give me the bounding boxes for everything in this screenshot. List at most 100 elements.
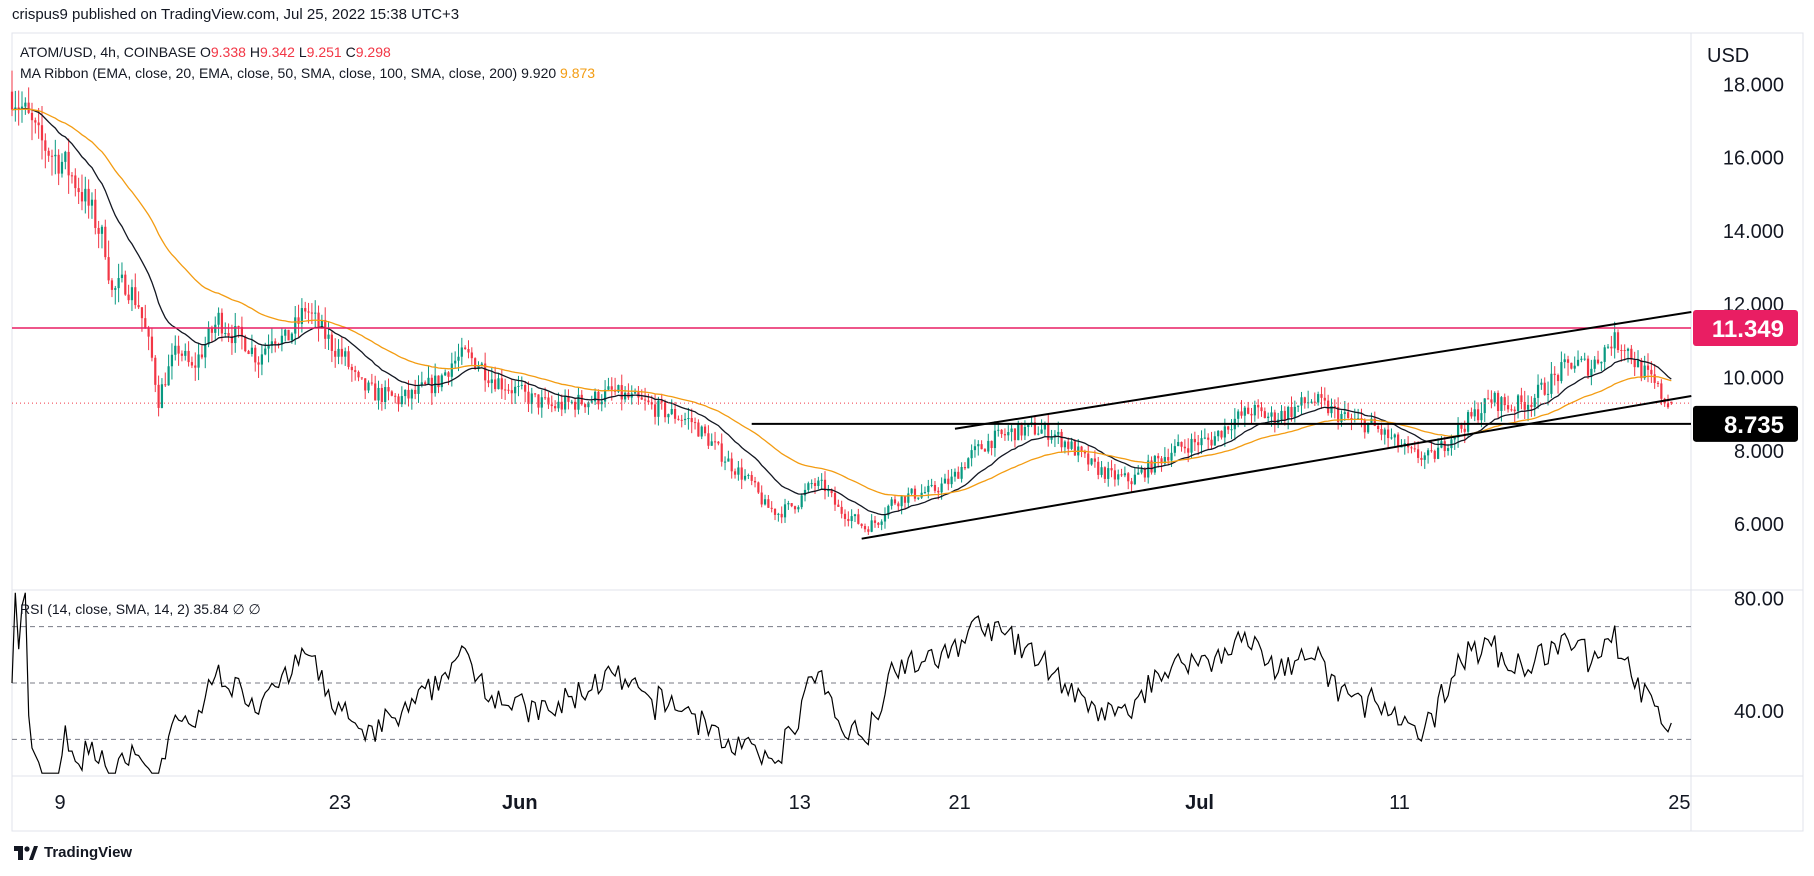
candle-body [437,375,440,388]
candle-body [960,467,963,479]
high-label: H [249,44,260,60]
publisher-header: crispus9 published on TradingView.com, J… [12,6,460,23]
candle-body [270,341,273,346]
candle-body [970,450,973,459]
candle-body [913,488,917,499]
time-tick-label: 21 [949,792,971,814]
candle-body [900,496,903,507]
candle-body [367,382,370,391]
candle-body [1523,401,1526,410]
candle-body [1387,429,1390,439]
candle-body [17,107,20,109]
symbol-legend: ATOM/USD, 4h, COINBASE O9.338 H9.342 L9.… [20,44,391,60]
candle-body [30,112,34,121]
candle-body [1310,401,1313,403]
candle-body [1470,412,1473,417]
candle-body [823,479,827,492]
candle-body [57,154,60,174]
candle-body [1626,348,1630,351]
candle-body [320,319,323,328]
candle-body [1270,412,1273,417]
candle-body [1047,424,1050,440]
resistance-price-text: 11.349 [1712,316,1784,343]
candle-body [1546,393,1550,395]
candle-body [1636,360,1640,368]
candle-body [1117,474,1120,480]
candle-body [1436,447,1440,459]
candle-body [813,483,817,486]
candle-body [1147,460,1150,478]
candle-body [1573,365,1576,369]
candle-body [314,312,317,314]
candle-body [557,401,560,409]
candle-body [1133,474,1136,485]
candle-body [1070,441,1073,449]
candle-body [190,362,194,366]
candle-body [1143,469,1146,478]
candle-body [1237,411,1240,419]
candle-body [170,354,174,367]
ma-fast-value: 9.920 [521,65,557,81]
candle-body [1090,458,1093,465]
candle-body [20,106,24,109]
candle-body [833,493,837,505]
footer-brand[interactable]: TradingView [14,844,132,861]
candle-body [1327,400,1330,414]
candle-body [14,107,17,110]
candle-body [1293,406,1296,417]
candle-body [847,518,850,522]
candle-body [780,513,783,518]
candle-body [1513,409,1516,412]
candle-body [903,496,907,503]
candle-body [540,397,543,408]
candle-body [1413,448,1416,450]
candle-body [54,154,57,157]
candle-body [464,347,467,350]
candle-body [1333,405,1336,408]
candle-body [1483,398,1486,414]
candle-body [500,378,503,390]
candle-body [647,400,650,403]
candle-body [1113,470,1116,480]
candle-body [574,401,577,410]
candle-body [280,335,283,345]
candle-body [357,371,360,378]
candle-body [683,418,687,421]
candle-body [800,495,803,508]
price-tick-label: 10.000 [1723,367,1784,389]
candle-body [1393,434,1396,438]
resistance-price-tag [1693,310,1798,347]
candle-body [673,409,677,419]
candle-body [1666,403,1670,408]
candle-body [797,507,800,510]
candle-body [1330,405,1333,414]
candle-body [710,441,713,446]
candle-body [454,360,457,364]
candle-body [404,389,407,397]
candle-body [160,384,164,408]
candle-body [1493,392,1496,403]
time-tick-label: 11 [1389,792,1410,814]
rsi-line [11,592,1672,774]
candle-body [94,199,97,228]
ma-slow-value: 9.873 [560,65,596,81]
candle-body [1260,407,1263,412]
candle-body [1013,428,1017,441]
candle-body [50,155,54,157]
candle-body [494,379,497,390]
candle-body [240,326,244,337]
candle-body [134,287,137,306]
candle-body [1496,392,1500,411]
candle-body [640,397,643,400]
candle-body [1137,472,1140,475]
candle-body [1257,405,1260,408]
candle-body [1197,442,1200,446]
candle-body [24,102,27,107]
candle-body [304,308,307,312]
time-tick-label: Jul [1185,792,1214,814]
candle-body [230,335,234,344]
candle-body [1040,429,1043,434]
candle-body [1620,349,1623,351]
candle-body [1550,373,1553,394]
